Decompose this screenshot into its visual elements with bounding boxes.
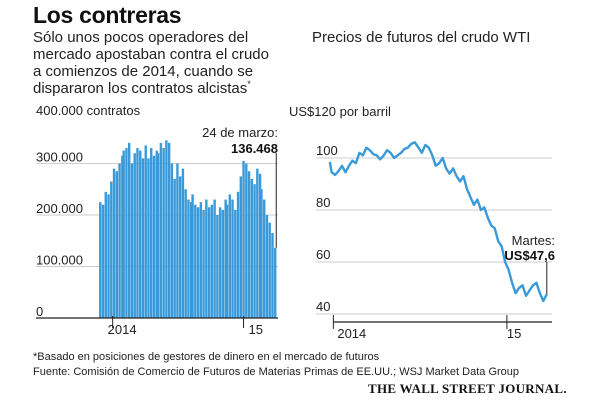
bar	[139, 150, 142, 318]
bar	[213, 199, 216, 318]
bar	[250, 178, 254, 318]
line-annotation-value: US$47,6	[504, 248, 555, 263]
bar	[271, 233, 274, 318]
bar	[216, 215, 219, 318]
bar	[115, 171, 118, 318]
bar	[196, 207, 200, 318]
bar	[187, 199, 190, 318]
bar	[155, 150, 158, 318]
bar	[225, 204, 229, 318]
bar	[112, 168, 116, 318]
bar	[156, 153, 160, 318]
wsj-logo: THE WALL STREET JOURNAL.	[368, 381, 567, 396]
bar	[221, 209, 225, 318]
bar-ytick-label: 200.000	[36, 201, 83, 216]
bar	[162, 148, 165, 318]
bar	[147, 158, 150, 318]
bar	[144, 145, 147, 318]
line-ytick-label: 60	[316, 247, 330, 262]
line-annotation-label: Martes:	[512, 233, 555, 248]
bar	[159, 142, 163, 318]
bar	[268, 222, 271, 318]
bar	[191, 194, 194, 318]
bar	[199, 202, 203, 318]
bar	[274, 247, 277, 318]
bar	[165, 140, 168, 318]
bar	[194, 204, 197, 318]
oil-chart-title: Precios de futuros del crudo WTI	[312, 29, 531, 46]
bar	[167, 142, 171, 318]
bar	[224, 199, 227, 318]
charts-canvas: 0 100.000 200.000 300.000 400.000 contratos 2…	[36, 103, 555, 341]
bar	[107, 194, 110, 318]
page-title: Los contreras	[33, 2, 182, 28]
contracts-bar-chart: 0 100.000 200.000 300.000 400.000 contratos 2…	[36, 103, 278, 337]
bar-yaxis-label: 400.000 contratos	[36, 103, 141, 118]
footnote: *Basado en posiciones de gestores de din…	[33, 351, 380, 363]
bar	[133, 153, 136, 318]
bar	[256, 168, 259, 318]
bar	[150, 148, 153, 318]
bar	[245, 163, 248, 318]
bar	[176, 163, 179, 318]
bar	[181, 168, 185, 318]
bar	[121, 155, 124, 318]
bar-ytick-label: 100.000	[36, 253, 83, 268]
bar	[258, 173, 262, 318]
bar	[141, 158, 145, 318]
bar	[263, 199, 266, 318]
bar	[202, 209, 205, 318]
bar	[210, 204, 214, 318]
bar	[152, 155, 156, 318]
bar	[228, 194, 231, 318]
bar	[260, 189, 263, 318]
bar	[173, 178, 176, 318]
bar	[170, 163, 174, 318]
line-ytick-label: 40	[316, 299, 330, 314]
bar	[128, 142, 131, 318]
line-yaxis-label: US$120 por barril	[289, 104, 391, 119]
bar	[184, 189, 187, 318]
bar-ytick-label: 0	[36, 304, 43, 319]
bar-annotation-label: 24 de marzo:	[202, 125, 278, 140]
bar	[242, 160, 245, 318]
subtitle-text: Sólo unos pocos operadores del mercado a…	[33, 29, 269, 97]
bar	[118, 163, 121, 318]
bar	[122, 150, 125, 318]
bar	[205, 199, 208, 318]
bar	[110, 181, 113, 318]
line-xtick-label: 15	[507, 326, 521, 341]
bar	[125, 148, 128, 318]
line-ytick-label: 100	[316, 143, 338, 158]
bar	[231, 199, 234, 318]
bar	[239, 176, 242, 318]
line-xtick-label: 2014	[337, 326, 366, 341]
bar	[253, 184, 256, 318]
bar	[247, 171, 251, 318]
bar	[104, 191, 107, 318]
bar	[207, 207, 211, 318]
bar-ytick-label: 300.000	[36, 150, 83, 165]
bar	[234, 209, 237, 318]
source-line: Fuente: Comisión de Comercio de Futuros …	[33, 366, 520, 378]
bar	[130, 163, 134, 318]
bar	[190, 202, 193, 318]
bar	[101, 204, 105, 318]
bar-xtick-label: 2014	[108, 322, 137, 337]
bar-xtick-label: 15	[249, 322, 263, 337]
bar-annotation-value: 136.468	[231, 141, 278, 156]
price-line	[328, 141, 548, 303]
oil-price-line-chart: 40 60 80 100 US$120 por barril 2014 15 Martes:U…	[289, 104, 555, 341]
bar	[265, 215, 269, 318]
line-ytick-label: 80	[316, 195, 330, 210]
subtitle-footnote-mark: *	[247, 79, 251, 89]
page-subtitle: Sólo unos pocos operadores del mercado a…	[33, 29, 278, 97]
bar	[178, 176, 182, 318]
bar	[99, 202, 102, 318]
bar	[136, 148, 139, 318]
bar	[236, 191, 240, 318]
bar	[218, 207, 222, 318]
